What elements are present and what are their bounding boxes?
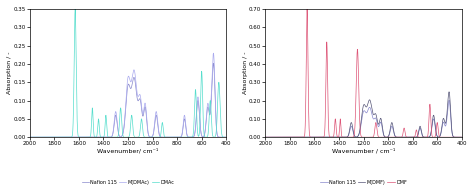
Nafion 115 — [446, 99, 452, 101]
Nafion 115 — [457, 136, 463, 138]
M(DMF) — [446, 91, 452, 93]
M(DMAc) — [169, 136, 175, 138]
Legend: Nafion 115, M(DMF), DMF: Nafion 115, M(DMF), DMF — [319, 178, 409, 187]
M(DMF) — [429, 125, 435, 128]
DMF — [429, 133, 435, 136]
Line: DMF: DMF — [265, 9, 462, 137]
DMF — [405, 136, 410, 138]
Line: M(DMF): M(DMF) — [265, 92, 462, 137]
Nafion 115 — [221, 136, 227, 138]
DMAc — [27, 136, 33, 138]
Nafion 115 — [67, 136, 73, 138]
DMAc — [73, 8, 78, 10]
Nafion 115 — [152, 124, 157, 127]
Nafion 115 — [429, 127, 435, 130]
M(DMF) — [303, 136, 309, 138]
Line: M(DMAc): M(DMAc) — [30, 53, 226, 137]
M(DMAc) — [221, 136, 227, 138]
DMAc — [169, 136, 175, 138]
Line: Nafion 115: Nafion 115 — [265, 100, 462, 137]
M(DMAc) — [223, 136, 229, 138]
DMF — [457, 136, 463, 138]
Nafion 115 — [27, 136, 33, 138]
DMAc — [221, 136, 227, 138]
DMF — [303, 109, 309, 112]
DMF — [387, 136, 393, 138]
Line: DMAc: DMAc — [30, 9, 226, 137]
M(DMF) — [387, 128, 393, 131]
M(DMF) — [457, 136, 463, 138]
Nafion 115 — [193, 119, 199, 121]
X-axis label: Wavenumber / cm⁻¹: Wavenumber / cm⁻¹ — [332, 148, 395, 153]
DMAc — [67, 136, 73, 138]
DMAc — [152, 136, 157, 138]
Line: Nafion 115: Nafion 115 — [30, 63, 226, 137]
DMF — [304, 8, 310, 10]
M(DMAc) — [182, 114, 187, 116]
Nafion 115 — [182, 118, 187, 120]
Nafion 115 — [405, 136, 410, 138]
X-axis label: Wavenumber/ cm⁻¹: Wavenumber/ cm⁻¹ — [97, 148, 159, 153]
Nafion 115 — [210, 62, 216, 64]
M(DMF) — [263, 136, 268, 138]
M(DMAc) — [27, 136, 33, 138]
Nafion 115 — [169, 136, 175, 138]
Nafion 115 — [417, 127, 423, 129]
Y-axis label: Absorption / -: Absorption / - — [243, 52, 247, 94]
M(DMF) — [417, 125, 423, 127]
DMF — [417, 136, 423, 138]
Nafion 115 — [387, 130, 393, 133]
M(DMAc) — [193, 117, 199, 119]
M(DMF) — [405, 136, 410, 138]
DMF — [459, 136, 465, 138]
Y-axis label: Absorption / -: Absorption / - — [7, 52, 12, 94]
M(DMF) — [459, 136, 465, 138]
DMF — [263, 136, 268, 138]
DMAc — [193, 100, 199, 102]
Nafion 115 — [223, 136, 229, 138]
DMAc — [223, 136, 229, 138]
Nafion 115 — [303, 136, 309, 138]
Nafion 115 — [459, 136, 465, 138]
M(DMAc) — [152, 123, 157, 125]
Legend: Nafion 115, M(DMAc), DMAc: Nafion 115, M(DMAc), DMAc — [80, 178, 176, 187]
Nafion 115 — [263, 136, 268, 138]
DMAc — [182, 136, 187, 138]
M(DMAc) — [210, 52, 216, 54]
M(DMAc) — [67, 136, 73, 138]
